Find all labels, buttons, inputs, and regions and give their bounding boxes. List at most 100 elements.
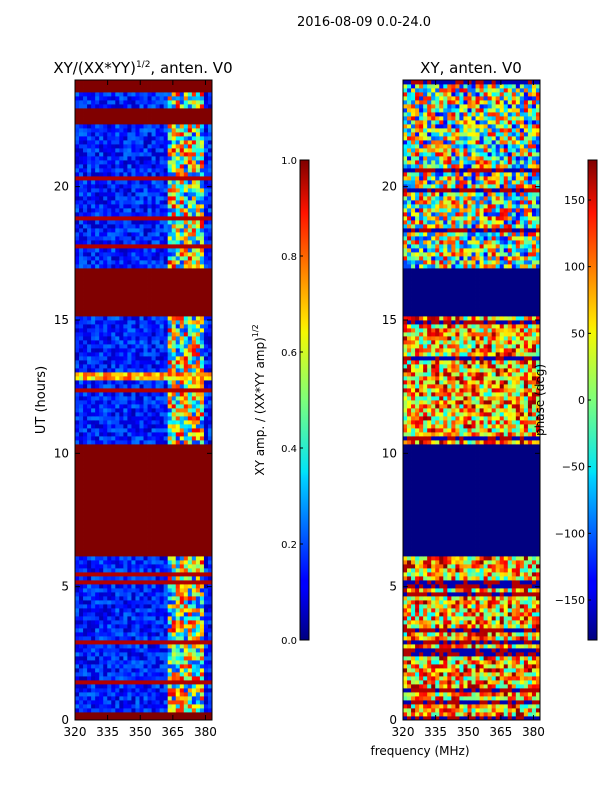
- amp-heatmap-cell: [171, 216, 177, 221]
- amp-heatmap-cell: [187, 304, 193, 309]
- amp-heatmap-cell: [75, 516, 80, 521]
- amp-heatmap-cell: [155, 504, 161, 509]
- amp-heatmap-cell: [171, 496, 177, 501]
- amp-heatmap-cell: [115, 256, 120, 261]
- amp-heatmap-cell: [207, 380, 212, 385]
- amp-heatmap-cell: [167, 132, 173, 137]
- amp-heatmap-cell: [115, 276, 120, 281]
- amp-heatmap-cell: [147, 144, 152, 149]
- amp-heatmap-cell: [87, 660, 92, 665]
- amp-heatmap-cell: [115, 700, 120, 705]
- amp-heatmap-cell: [167, 504, 173, 509]
- amp-heatmap-cell: [103, 636, 108, 641]
- amp-heatmap-cell: [103, 196, 108, 201]
- amp-heatmap-cell: [79, 576, 84, 581]
- amp-heatmap-cell: [91, 648, 96, 653]
- amp-heatmap-cell: [147, 688, 152, 693]
- amp-heatmap-cell: [95, 316, 100, 321]
- amp-heatmap-cell: [111, 316, 116, 321]
- amp-heatmap-cell: [95, 172, 100, 177]
- amp-heatmap-cell: [163, 180, 169, 185]
- amp-heatmap-cell: [171, 180, 177, 185]
- amp-heatmap-cell: [127, 412, 132, 417]
- amp-heatmap-cell: [127, 316, 132, 321]
- amp-heatmap-cell: [155, 152, 161, 157]
- amp-heatmap-cell: [79, 276, 84, 281]
- amp-heatmap-cell: [203, 360, 209, 365]
- amp-heatmap-cell: [75, 460, 80, 465]
- amp-heatmap-cell: [79, 668, 84, 673]
- amp-heatmap-cell: [123, 512, 128, 517]
- amp-heatmap-cell: [103, 360, 108, 365]
- amp-heatmap-cell: [207, 232, 212, 237]
- amp-heatmap-cell: [207, 156, 212, 161]
- amp-heatmap-cell: [115, 588, 120, 593]
- amp-heatmap-cell: [155, 412, 161, 417]
- amp-heatmap-cell: [123, 712, 128, 717]
- amp-heatmap-cell: [91, 164, 96, 169]
- amp-heatmap-cell: [103, 616, 108, 621]
- amp-heatmap-cell: [179, 300, 185, 305]
- amp-heatmap-cell: [135, 276, 140, 281]
- amp-heatmap-cell: [195, 440, 201, 445]
- amp-heatmap-cell: [175, 388, 181, 393]
- amp-heatmap-cell: [167, 168, 173, 173]
- amp-heatmap-cell: [91, 316, 96, 321]
- amp-heatmap-cell: [91, 228, 96, 233]
- amp-heatmap-cell: [107, 172, 112, 177]
- amp-heatmap-cell: [107, 476, 112, 481]
- amp-heatmap-cell: [119, 332, 124, 337]
- amp-heatmap-cell: [159, 692, 165, 697]
- amp-heatmap-cell: [155, 632, 161, 637]
- amp-heatmap-cell: [135, 372, 140, 377]
- amp-heatmap-cell: [187, 560, 193, 565]
- amp-heatmap-cell: [159, 320, 165, 325]
- amp-heatmap-cell: [163, 492, 169, 497]
- amp-heatmap-cell: [163, 244, 169, 249]
- amp-heatmap-cell: [163, 332, 169, 337]
- amp-heatmap-cell: [111, 396, 116, 401]
- amp-heatmap-cell: [207, 204, 212, 209]
- amp-heatmap-cell: [127, 628, 132, 633]
- amp-heatmap-cell: [75, 696, 80, 701]
- amp-heatmap-cell: [151, 444, 156, 449]
- amp-heatmap-cell: [139, 436, 144, 441]
- amp-heatmap-cell: [75, 240, 80, 245]
- amp-heatmap-cell: [135, 216, 140, 221]
- amp-heatmap-cell: [87, 556, 92, 561]
- amp-heatmap-cell: [139, 352, 144, 357]
- amp-heatmap-cell: [143, 660, 148, 665]
- amp-heatmap-cell: [155, 372, 161, 377]
- amp-heatmap-cell: [187, 716, 193, 720]
- amp-heatmap-cell: [79, 336, 84, 341]
- amp-heatmap-cell: [107, 240, 112, 245]
- amp-heatmap-cell: [179, 368, 185, 373]
- amp-heatmap-cell: [83, 704, 88, 709]
- amp-heatmap-cell: [151, 652, 156, 657]
- amp-heatmap-cell: [179, 536, 185, 541]
- amp-heatmap-cell: [143, 264, 148, 269]
- amp-heatmap-cell: [79, 616, 84, 621]
- amp-heatmap-cell: [79, 612, 84, 617]
- amp-heatmap-cell: [127, 208, 132, 213]
- amp-heatmap-cell: [147, 280, 152, 285]
- amp-heatmap-cell: [167, 404, 173, 409]
- amp-heatmap-cell: [75, 308, 80, 313]
- amp-heatmap-cell: [87, 644, 92, 649]
- amp-heatmap-cell: [191, 176, 197, 181]
- amp-heatmap-cell: [167, 508, 173, 513]
- amp-heatmap-cell: [151, 696, 156, 701]
- amp-heatmap-cell: [159, 340, 165, 345]
- amp-heatmap-cell: [195, 140, 201, 145]
- amp-heatmap-cell: [119, 588, 124, 593]
- amp-heatmap-cell: [195, 428, 201, 433]
- amp-heatmap-cell: [135, 448, 140, 453]
- amp-heatmap-cell: [163, 236, 169, 241]
- amp-heatmap-cell: [107, 208, 112, 213]
- amp-heatmap-cell: [151, 632, 156, 637]
- amp-heatmap-cell: [91, 208, 96, 213]
- amp-heatmap-cell: [99, 560, 104, 565]
- amp-heatmap-cell: [155, 432, 161, 437]
- amp-heatmap-cell: [107, 404, 112, 409]
- amp-heatmap-cell: [79, 268, 84, 273]
